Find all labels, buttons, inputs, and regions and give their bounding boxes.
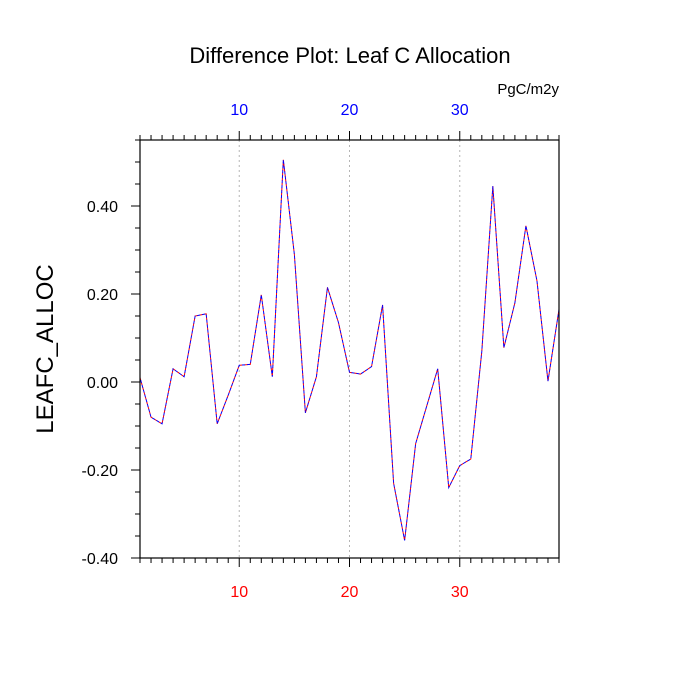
y-tick-label-4: 0.40 — [87, 199, 118, 216]
ticks-layer — [131, 131, 560, 567]
grid-layer — [238, 140, 461, 558]
series-line-blue — [139, 159, 560, 541]
x-tick-label-bottom-10: 10 — [230, 584, 248, 601]
series-layer — [139, 159, 560, 541]
labels-layer: 10 10 20 20 30 30 -0.40 -0.20 0.00 0.20 0.40 — [82, 102, 469, 601]
y-tick-label-0: -0.40 — [82, 551, 119, 568]
plot-frame — [139, 139, 560, 559]
y-tick-label-2: 0.00 — [87, 375, 118, 392]
x-tick-label-top-20: 20 — [341, 102, 359, 119]
y-tick-label-3: 0.20 — [87, 287, 118, 304]
x-tick-label-top-30: 30 — [451, 102, 469, 119]
chart-title: Difference Plot: Leaf C Allocation — [189, 43, 510, 68]
x-tick-label-bottom-30: 30 — [451, 584, 469, 601]
x-tick-label-top-10: 10 — [230, 102, 248, 119]
units-label: PgC/m2y — [497, 81, 559, 98]
y-tick-label-1: -0.20 — [82, 463, 119, 480]
y-axis-label: LEAFC_ALLOC — [32, 264, 59, 433]
x-tick-label-bottom-20: 20 — [341, 584, 359, 601]
